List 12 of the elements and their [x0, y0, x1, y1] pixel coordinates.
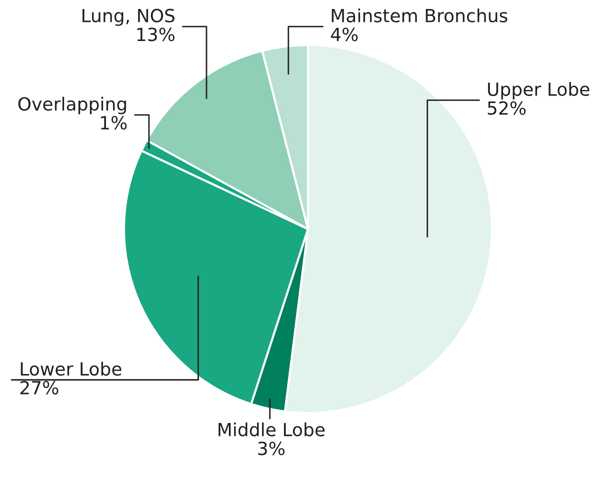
- data-label: 4%: [330, 28, 358, 42]
- slice-label: Overlapping: [18, 96, 126, 114]
- data-label: 13%: [137, 28, 175, 42]
- data-label: 27%: [20, 380, 58, 395]
- slice-label: Lung, NOS: [82, 8, 175, 26]
- slice-label: Lower Lobe: [20, 362, 122, 376]
- slice-label: Middle Lobe: [218, 422, 325, 436]
- data-label: 52%: [488, 101, 526, 115]
- data-label: 3%: [258, 442, 285, 456]
- slice-label: Mainstem Bronchus: [332, 8, 508, 22]
- slice-label: Upper Lobe: [488, 82, 590, 100]
- data-label: 1%: [101, 116, 127, 130]
